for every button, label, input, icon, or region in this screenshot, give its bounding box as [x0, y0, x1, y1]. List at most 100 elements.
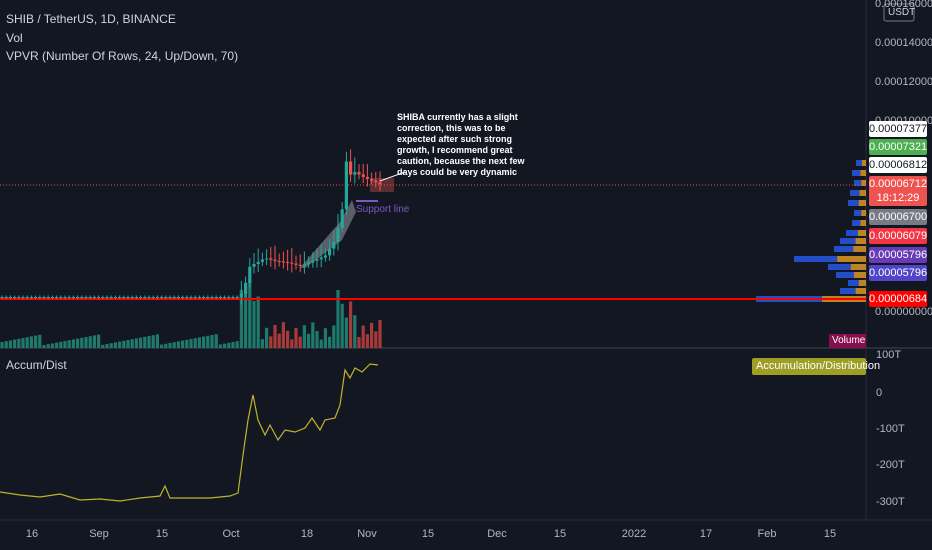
candle-body: [59, 297, 63, 298]
volume-bar: [189, 339, 193, 348]
candle-body: [269, 258, 273, 260]
volume-bar: [265, 327, 269, 348]
price-tag: 0.00007321: [869, 139, 927, 155]
volume-bar: [164, 343, 168, 348]
candle-body: [202, 297, 206, 298]
volume-bar: [227, 342, 231, 348]
candle-body: [122, 297, 126, 298]
time-tick-label: Dec: [487, 528, 507, 540]
candle-body: [155, 297, 159, 298]
volume-bar: [298, 336, 302, 348]
ad-tick-label: 100T: [876, 349, 902, 361]
candle-body: [248, 266, 252, 283]
candle-body: [214, 297, 218, 298]
volume-tag-bg: [829, 334, 866, 348]
volume-bar: [202, 336, 206, 348]
profile-bar-up: [854, 210, 862, 216]
volume-bar: [206, 335, 210, 348]
volume-bar: [147, 336, 151, 348]
volume-bar: [105, 344, 109, 348]
candle-body: [286, 262, 290, 264]
candle-body: [92, 297, 96, 298]
volume-bar: [34, 335, 38, 348]
candles: [0, 149, 382, 305]
candle-body: [311, 260, 315, 263]
candle-body: [227, 297, 231, 298]
volume-bar: [328, 336, 332, 348]
candle-body: [353, 172, 357, 175]
volume-bar: [168, 343, 172, 348]
candle-body: [265, 258, 269, 260]
candle-body: [130, 297, 134, 298]
price-tag-label: 0.00007321: [869, 141, 928, 153]
candle-body: [281, 261, 285, 263]
candle-body: [80, 297, 84, 298]
volume-bar: [181, 340, 185, 348]
candle-body: [361, 174, 365, 177]
volume-bar: [139, 337, 143, 348]
support-label: Support line: [356, 204, 410, 215]
candle-body: [370, 178, 374, 181]
volume-bar: [231, 342, 235, 348]
profile-bar-down: [860, 220, 866, 226]
candle-body: [46, 297, 50, 298]
volume-bar: [59, 341, 63, 348]
price-tag-label: 0.00005796: [869, 267, 928, 279]
price-tag-label: 0.00006700: [869, 211, 928, 223]
profile-bar-down: [854, 272, 866, 278]
candle-body: [38, 297, 42, 298]
candle-body: [256, 261, 260, 264]
indicator-label: Vol: [6, 31, 23, 45]
legend-tag: Accumulation/Distribution: [756, 360, 881, 372]
volume-bar: [25, 337, 29, 348]
volume-bar: [239, 289, 243, 348]
candle-body: [349, 161, 353, 175]
profile-bar-up: [850, 190, 860, 196]
currency-button[interactable]: [883, 3, 915, 22]
volume-bar: [294, 328, 298, 348]
accum-dist-line: [0, 363, 379, 502]
candle-body: [63, 297, 67, 298]
candle-body: [290, 262, 294, 264]
time-tick-label: Nov: [357, 528, 377, 540]
candle-body: [118, 297, 122, 298]
candle-body: [181, 297, 185, 298]
price-tag-label: 0.00006812: [869, 159, 928, 171]
volume-bar: [42, 345, 46, 348]
volume-bar: [193, 338, 197, 348]
volume-bar: [172, 342, 176, 348]
profile-bar-up: [852, 220, 861, 226]
volume-bar: [248, 280, 252, 348]
price-tick-label: 0.00014000: [875, 37, 932, 49]
profile-bar-down: [861, 210, 866, 216]
candle-body: [185, 297, 189, 298]
profile-bar-down: [862, 160, 866, 166]
volume-bar: [336, 290, 340, 348]
volume-bar: [269, 336, 273, 348]
volume-bar: [50, 343, 54, 348]
volume-bar: [88, 336, 92, 348]
candle-body: [218, 297, 222, 298]
volume-bar: [223, 343, 227, 348]
volume-bar: [374, 331, 378, 348]
candle-body: [67, 297, 71, 298]
price-tag: 0.00006812: [869, 157, 927, 173]
volume-bar: [176, 341, 180, 348]
volume-bar: [277, 333, 281, 348]
candle-body: [189, 297, 193, 298]
profile-bar-up: [852, 170, 861, 176]
volume-bar: [55, 342, 59, 348]
symbol-title: SHIB / TetherUS, 1D, BINANCE: [6, 12, 176, 26]
price-tag: 0.00000684: [869, 291, 927, 307]
profile-bar-down: [858, 230, 866, 236]
volume-bar: [302, 325, 306, 348]
profile-bar-up: [794, 256, 838, 262]
candle-body: [8, 297, 12, 298]
price-tag: 0.00006712 18:12:29: [869, 176, 927, 206]
profile-bar-down: [853, 246, 866, 252]
price-tag: 0.00006700: [869, 209, 927, 225]
candle-body: [151, 297, 155, 298]
candle-body: [25, 297, 29, 298]
profile-bar-down: [858, 280, 866, 286]
volume-bar: [290, 339, 294, 348]
